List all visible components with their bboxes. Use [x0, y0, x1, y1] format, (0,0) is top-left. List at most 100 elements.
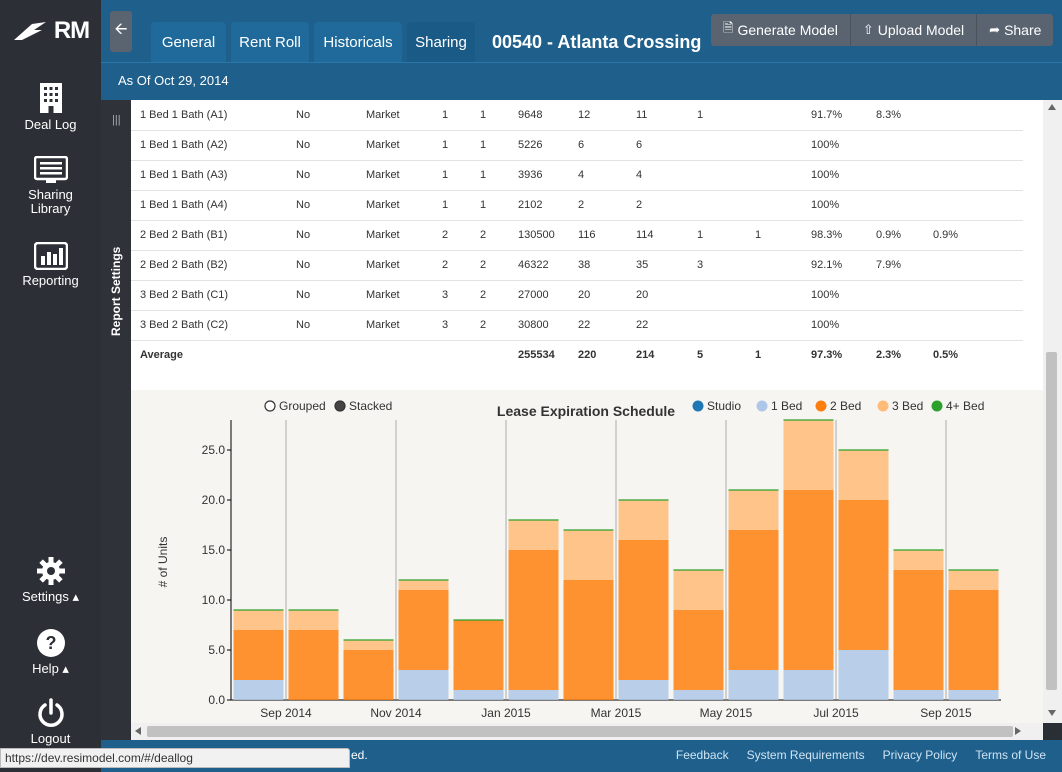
table-cell: 6: [636, 130, 697, 161]
bar-segment[interactable]: [893, 690, 944, 700]
vertical-scrollbar[interactable]: [1043, 100, 1062, 723]
legend-label[interactable]: 3 Bed: [892, 399, 923, 413]
scroll-right-arrow-icon[interactable]: [1015, 727, 1021, 735]
svg-text:?: ?: [45, 633, 56, 653]
grouped-radio[interactable]: [264, 400, 276, 412]
bar-segment[interactable]: [728, 670, 779, 700]
legend-swatch[interactable]: [756, 400, 768, 412]
bar-segment[interactable]: [288, 610, 339, 630]
bar-segment[interactable]: [288, 630, 339, 700]
nav-sharing-library[interactable]: Sharing Library: [0, 156, 101, 216]
vertical-scroll-thumb[interactable]: [1046, 352, 1057, 690]
legend-swatch[interactable]: [931, 400, 943, 412]
bar-segment[interactable]: [343, 640, 394, 650]
footer-link-privacy-policy[interactable]: Privacy Policy: [882, 748, 958, 762]
legend-label[interactable]: 2 Bed: [830, 399, 861, 413]
bar-segment[interactable]: [838, 450, 889, 500]
nav-help[interactable]: ? Help ▴: [0, 628, 101, 676]
bar-segment[interactable]: [618, 680, 669, 700]
bar-segment[interactable]: [563, 580, 614, 700]
grouped-label[interactable]: Grouped: [279, 399, 326, 413]
logo[interactable]: RM: [0, 0, 101, 62]
bar-segment[interactable]: [508, 690, 559, 700]
table-cell: 1: [442, 130, 480, 161]
bar-segment[interactable]: [343, 650, 394, 700]
legend-swatch[interactable]: [877, 400, 889, 412]
table-cell: No: [296, 130, 366, 161]
bar-segment[interactable]: [948, 590, 999, 690]
scroll-up-arrow-icon[interactable]: [1048, 104, 1056, 110]
bar-segment[interactable]: [453, 690, 504, 700]
footer-link-system-requirements[interactable]: System Requirements: [746, 748, 865, 762]
bar-segment[interactable]: [728, 490, 779, 530]
nav-reporting[interactable]: Reporting: [0, 242, 101, 288]
legend-swatch[interactable]: [692, 400, 704, 412]
nav-settings[interactable]: Settings ▴: [0, 556, 101, 604]
stacked-radio[interactable]: [334, 400, 346, 412]
bar-segment[interactable]: [398, 580, 449, 590]
table-row: 2 Bed 2 Bath (B2) No Market 2 2 46322 38 35 3 92.…: [131, 250, 1023, 281]
bar-segment[interactable]: [618, 500, 669, 540]
table-cell: 2: [442, 220, 480, 251]
table-cell: [697, 130, 755, 161]
bar-segment[interactable]: [783, 420, 834, 490]
table-cell: 4: [636, 160, 697, 191]
generate-model-button[interactable]: 🗎 Generate Model: [711, 14, 851, 46]
footer-link-feedback[interactable]: Feedback: [675, 748, 729, 762]
bar-segment[interactable]: [673, 610, 724, 690]
bar-segment[interactable]: [398, 590, 449, 670]
bar-segment[interactable]: [508, 550, 559, 690]
bar-segment[interactable]: [893, 550, 944, 570]
stacked-label[interactable]: Stacked: [349, 399, 392, 413]
x-tick-label: Sep 2015: [920, 706, 972, 720]
gear-icon: [36, 557, 65, 585]
bar-segment[interactable]: [838, 500, 889, 650]
bar-segment[interactable]: [673, 690, 724, 700]
table-cell: 3 Bed 2 Bath (C1): [131, 280, 296, 311]
horizontal-scroll-thumb[interactable]: [147, 726, 1013, 737]
table-cell: Market: [366, 280, 442, 311]
report-settings-panel-toggle[interactable]: ||| Report Settings: [101, 100, 131, 740]
bar-segment[interactable]: [728, 530, 779, 670]
legend-label[interactable]: Studio: [707, 399, 741, 413]
scroll-left-arrow-icon[interactable]: [135, 727, 141, 735]
bar-segment[interactable]: [563, 530, 614, 580]
bar-segment[interactable]: [838, 650, 889, 700]
scroll-down-arrow-icon[interactable]: [1048, 710, 1056, 716]
bar-segment[interactable]: [508, 520, 559, 550]
bar-segment[interactable]: [948, 690, 999, 700]
tab-sharing[interactable]: Sharing: [407, 22, 475, 62]
bar-segment[interactable]: [618, 540, 669, 680]
table-cell: 97.3%: [811, 339, 876, 370]
tab-historicals[interactable]: Historicals: [314, 22, 402, 62]
legend-label[interactable]: 1 Bed: [771, 399, 802, 413]
nav-logout[interactable]: Logout: [0, 698, 101, 746]
table-cell: [697, 160, 755, 191]
bar-segment[interactable]: [398, 670, 449, 700]
bar-segment[interactable]: [948, 570, 999, 590]
table-cell: 100%: [811, 160, 876, 191]
nav-help-label: Help ▴: [32, 661, 69, 676]
bar-segment[interactable]: [783, 490, 834, 670]
bar-segment[interactable]: [233, 630, 284, 680]
bar-segment[interactable]: [783, 670, 834, 700]
report-content: 1 Bed 1 Bath (A1) No Market 1 1 9648 12 11 1 91.7…: [131, 100, 1043, 723]
bar-segment[interactable]: [233, 610, 284, 630]
legend-swatch[interactable]: [815, 400, 827, 412]
footer-link-terms-of-use[interactable]: Terms of Use: [975, 748, 1046, 762]
bar-segment[interactable]: [233, 680, 284, 700]
table-cell: 2: [480, 250, 518, 281]
bar-segment[interactable]: [673, 570, 724, 610]
bar-segment[interactable]: [453, 620, 504, 690]
bar-segment[interactable]: [893, 570, 944, 690]
tab-general[interactable]: General: [151, 22, 226, 62]
back-button[interactable]: 🡨: [110, 11, 132, 52]
nav-reporting-label: Reporting: [22, 273, 79, 288]
tab-rent-roll[interactable]: Rent Roll: [231, 22, 309, 62]
nav-deal-log[interactable]: Deal Log: [0, 82, 101, 132]
legend-label[interactable]: 4+ Bed: [946, 399, 984, 413]
upload-model-button[interactable]: ⇧ Upload Model: [850, 14, 978, 46]
share-button[interactable]: ➦ Share: [977, 14, 1054, 46]
table-cell: 1: [697, 100, 755, 131]
horizontal-scrollbar[interactable]: [131, 723, 1043, 740]
